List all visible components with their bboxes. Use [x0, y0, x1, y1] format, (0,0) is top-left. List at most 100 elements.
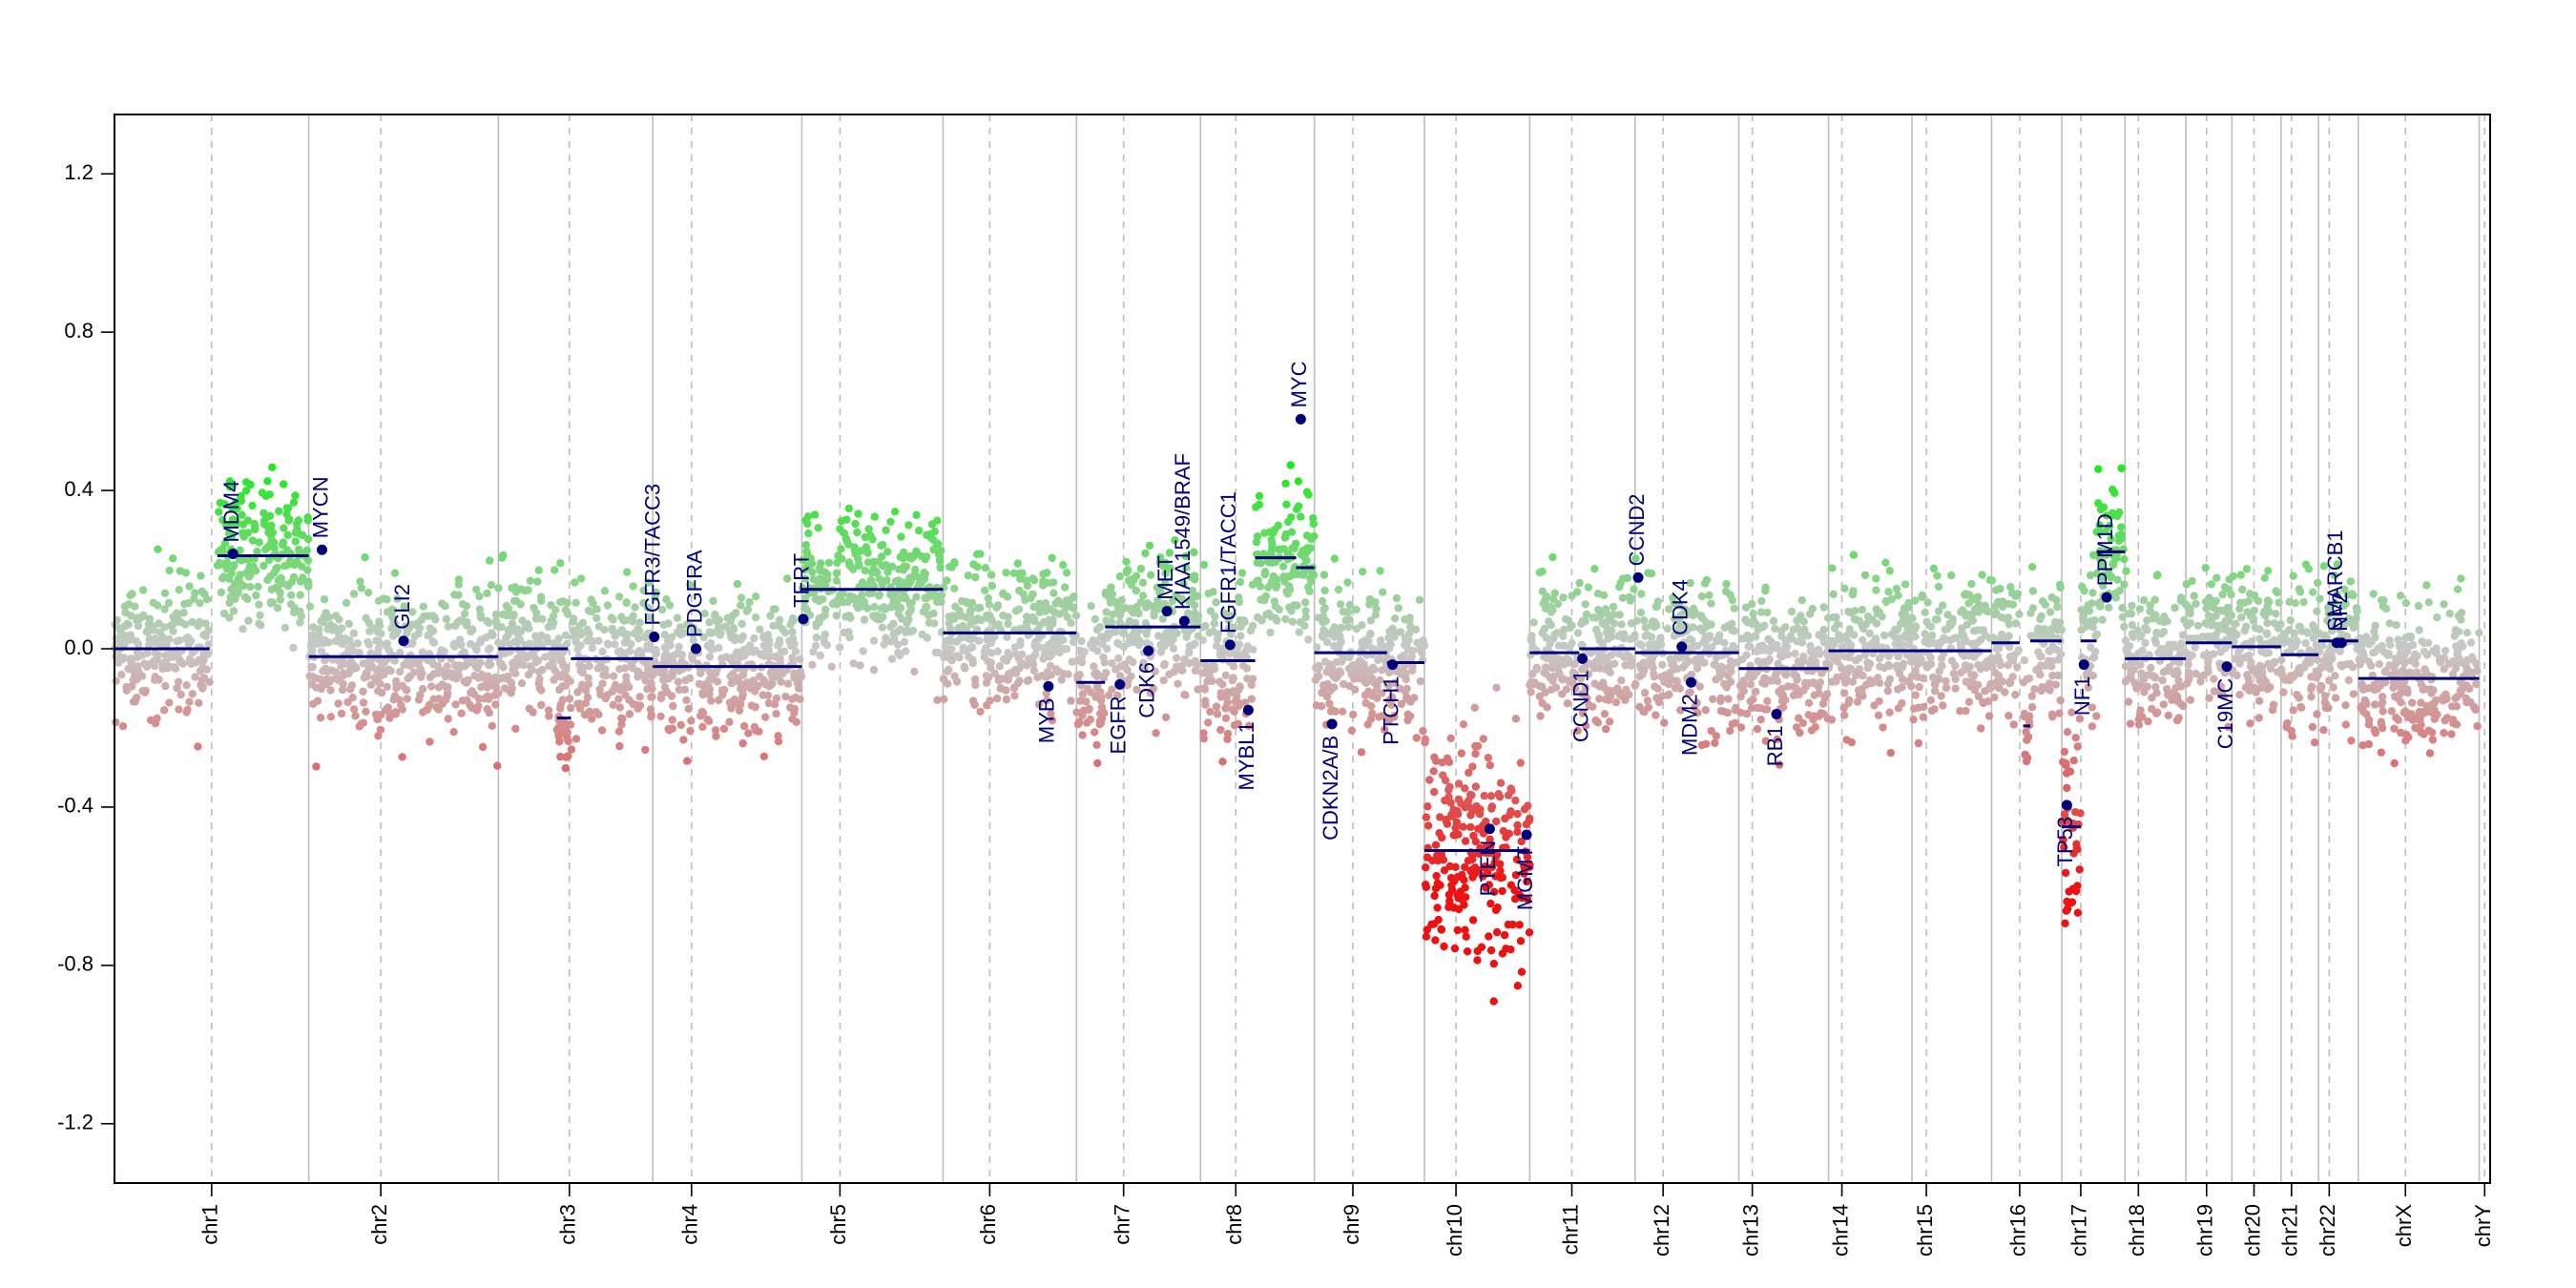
probe-point: [245, 565, 254, 573]
probe-point: [799, 555, 807, 565]
probe-point: [280, 480, 288, 488]
probe-point: [1392, 593, 1402, 603]
probe-point: [154, 545, 162, 553]
probe-point: [2055, 580, 2065, 590]
probe-point: [2052, 595, 2061, 605]
probe-point: [313, 639, 322, 648]
probe-point: [1221, 671, 1231, 679]
probe-point: [1021, 595, 1029, 605]
probe-point: [551, 566, 559, 574]
probe-point: [2047, 710, 2057, 718]
probe-point: [711, 726, 720, 735]
probe-point: [552, 725, 562, 735]
probe-point: [1577, 619, 1586, 628]
probe-point: [615, 592, 624, 601]
probe-point: [2229, 571, 2237, 581]
probe-point: [1582, 610, 1591, 619]
probe-point: [880, 640, 888, 649]
probe-point: [1995, 657, 2004, 666]
probe-point: [383, 639, 391, 648]
probe-point: [687, 717, 696, 725]
probe-point: [1005, 653, 1013, 661]
probe-point: [609, 615, 617, 624]
probe-point: [1129, 657, 1137, 667]
probe-point: [1172, 591, 1180, 599]
probe-point: [763, 636, 772, 645]
probe-point: [2036, 652, 2045, 661]
probe-point: [326, 686, 335, 695]
probe-point: [1049, 619, 1057, 628]
probe-point: [2237, 613, 2246, 622]
probe-point: [958, 596, 966, 606]
probe-point: [781, 692, 790, 701]
probe-point: [1201, 621, 1210, 631]
probe-point: [500, 674, 509, 682]
probe-point: [1108, 610, 1117, 619]
probe-point: [752, 613, 760, 622]
probe-point: [1421, 735, 1430, 743]
probe-point: [1845, 653, 1854, 662]
probe-point: [1438, 833, 1446, 842]
probe-point: [747, 701, 757, 710]
probe-point: [2046, 647, 2054, 655]
probe-point: [1806, 610, 1815, 618]
probe-point: [319, 667, 327, 675]
probe-point: [1789, 682, 1798, 691]
probe-point: [1096, 688, 1105, 696]
probe-point: [1828, 564, 1837, 572]
probe-point: [239, 532, 248, 541]
probe-point: [1792, 672, 1801, 680]
probe-point: [1218, 758, 1227, 766]
probe-point: [1833, 657, 1842, 666]
probe-point: [1359, 568, 1367, 576]
probe-point: [912, 510, 921, 519]
probe-point: [1415, 595, 1424, 604]
probe-point: [296, 591, 304, 599]
probe-point: [1208, 676, 1216, 686]
probe-point: [2027, 703, 2037, 712]
probe-point: [1664, 691, 1672, 699]
probe-point: [1341, 608, 1350, 616]
probe-point: [983, 701, 991, 710]
probe-point: [191, 673, 199, 681]
probe-point: [204, 640, 213, 649]
probe-point: [1402, 695, 1411, 703]
probe-point: [1997, 613, 2006, 622]
probe-point: [414, 629, 423, 638]
probe-point: [1716, 696, 1725, 705]
probe-point: [613, 648, 623, 656]
probe-point: [239, 625, 247, 634]
probe-point: [588, 644, 597, 653]
probe-point: [2227, 591, 2235, 599]
probe-point: [1839, 673, 1847, 681]
probe-point: [460, 610, 469, 618]
probe-point: [428, 637, 437, 646]
probe-point: [725, 717, 734, 726]
probe-point: [763, 691, 773, 700]
probe-point: [1102, 669, 1111, 677]
probe-point: [1964, 697, 1974, 706]
probe-point: [845, 634, 854, 642]
probe-point: [488, 629, 496, 637]
probe-point: [200, 649, 210, 657]
probe-point: [1599, 591, 1609, 599]
probe-point: [1422, 813, 1431, 821]
probe-point: [307, 663, 316, 672]
probe-point: [1133, 635, 1143, 644]
probe-point: [2128, 601, 2136, 611]
probe-point: [1313, 643, 1321, 652]
probe-point: [1930, 705, 1939, 714]
probe-point: [1238, 651, 1247, 659]
probe-point: [2159, 628, 2169, 636]
probe-point: [703, 641, 712, 650]
probe-point: [617, 720, 626, 729]
probe-point: [1431, 936, 1440, 945]
probe-point: [1461, 883, 1469, 892]
probe-point: [419, 602, 427, 611]
probe-point: [1645, 640, 1654, 649]
probe-point: [810, 510, 820, 519]
probe-point: [1723, 708, 1732, 717]
probe-point: [1229, 662, 1238, 671]
probe-point: [1099, 653, 1108, 662]
probe-point: [2207, 621, 2216, 630]
